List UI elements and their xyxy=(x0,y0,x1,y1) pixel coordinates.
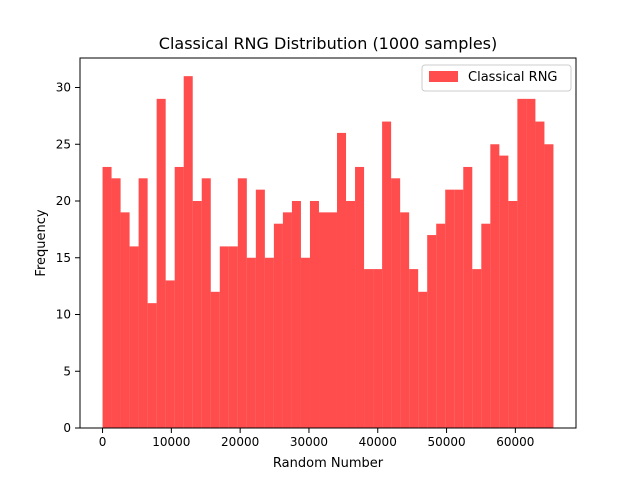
histogram-bar xyxy=(273,223,283,428)
y-tick-label: 5 xyxy=(63,364,71,378)
histogram-bar xyxy=(499,155,509,428)
histogram-bar xyxy=(391,178,401,428)
histogram-bar xyxy=(445,189,455,428)
plot-frame xyxy=(79,57,577,429)
histogram-bar xyxy=(463,166,473,428)
legend-swatch xyxy=(429,71,458,82)
x-axis-label: Random Number xyxy=(273,456,384,471)
x-tick-label: 40000 xyxy=(359,435,397,449)
histogram-bar xyxy=(300,257,310,428)
histogram-bar xyxy=(309,201,319,428)
histogram-bar xyxy=(210,291,220,428)
histogram-bar xyxy=(490,144,500,428)
histogram-bar xyxy=(120,212,130,428)
histogram-bar xyxy=(364,269,374,428)
histogram-bar xyxy=(111,178,121,428)
histogram-bar xyxy=(427,235,437,428)
x-tick-label: 10000 xyxy=(152,435,190,449)
y-tick-label: 15 xyxy=(56,251,71,265)
histogram-bar xyxy=(418,291,428,428)
histogram-bar xyxy=(472,269,482,428)
histogram-bar xyxy=(526,98,536,429)
histogram-bar xyxy=(282,212,292,428)
legend: Classical RNG xyxy=(421,64,572,92)
y-axis-label: Frequency xyxy=(34,209,49,276)
x-tick-label: 30000 xyxy=(290,435,328,449)
bars-group xyxy=(102,76,554,429)
histogram-bar xyxy=(508,201,518,428)
histogram-bar xyxy=(535,121,545,428)
histogram-bar xyxy=(400,212,410,428)
histogram-bar xyxy=(327,212,338,428)
x-tick-label: 20000 xyxy=(221,435,259,449)
histogram-bar xyxy=(138,178,148,428)
x-tick-label: 50000 xyxy=(427,435,465,449)
histogram-bar xyxy=(183,76,193,428)
y-axis-ticks: 0 5 10 15 20 25 30 xyxy=(56,81,80,435)
y-tick-label: 30 xyxy=(56,81,71,95)
y-tick-label: 20 xyxy=(56,194,71,208)
histogram-bar xyxy=(102,166,112,428)
histogram-bar xyxy=(192,201,202,428)
y-tick-label: 0 xyxy=(63,421,71,435)
x-axis-ticks: 0 10000 20000 30000 40000 50000 60000 xyxy=(99,428,534,449)
histogram-bar xyxy=(337,132,347,429)
histogram-bar xyxy=(355,166,365,428)
histogram-bar xyxy=(481,223,491,428)
y-tick-label: 25 xyxy=(56,137,71,151)
histogram-bar xyxy=(409,269,419,428)
histogram-bar xyxy=(291,201,301,428)
histogram-bar xyxy=(165,280,175,428)
histogram-bar xyxy=(174,166,184,428)
legend-label: Classical RNG xyxy=(468,70,558,85)
histogram-bar xyxy=(318,212,328,428)
histogram-bar xyxy=(544,144,554,428)
x-tick-label: 60000 xyxy=(496,435,534,449)
histogram-bar xyxy=(228,246,238,428)
histogram-bar xyxy=(346,201,356,428)
legend-box xyxy=(421,64,572,92)
histogram-bar xyxy=(237,178,247,428)
histogram-bar xyxy=(246,257,256,428)
histogram-bar xyxy=(156,98,166,429)
histogram-bar xyxy=(129,246,139,428)
histogram-bar xyxy=(264,257,274,428)
histogram-bar xyxy=(219,246,229,428)
histogram-bar xyxy=(454,189,464,428)
y-tick-label: 10 xyxy=(56,308,71,322)
histogram-bar xyxy=(255,189,265,428)
x-tick-label: 0 xyxy=(99,435,107,449)
histogram-bar xyxy=(436,223,446,428)
histogram-bar xyxy=(201,178,211,428)
histogram-bar xyxy=(373,269,383,428)
chart-title: Classical RNG Distribution (1000 samples… xyxy=(159,34,497,53)
histogram-bar xyxy=(382,121,392,428)
histogram-bar xyxy=(147,303,157,428)
histogram-bar xyxy=(517,98,527,429)
